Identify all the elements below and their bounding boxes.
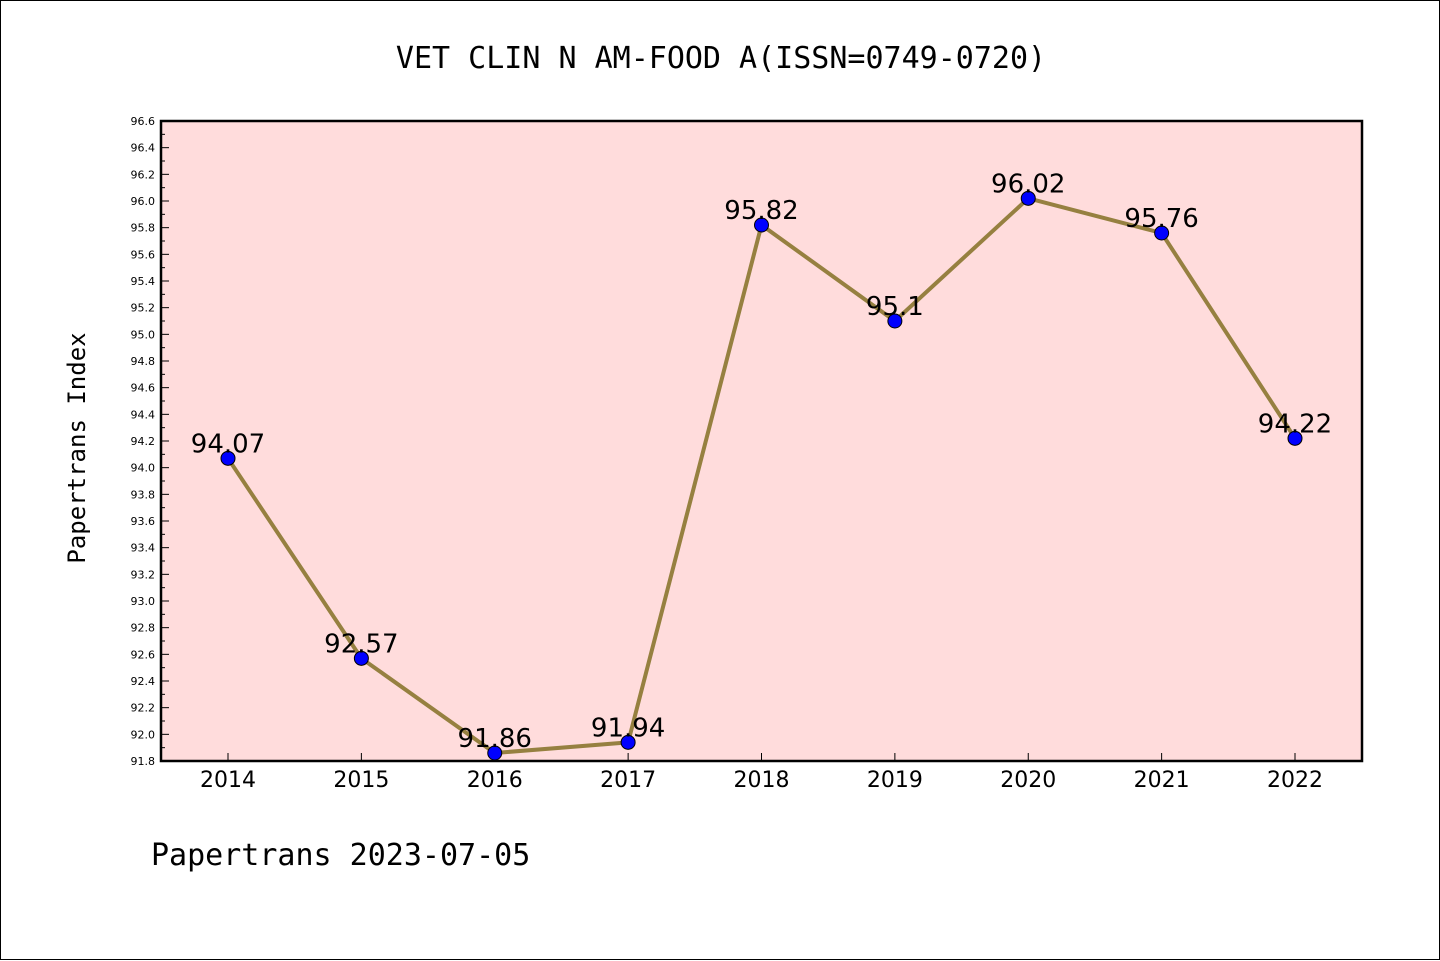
x-tick-label: 2020 xyxy=(1000,768,1056,793)
y-tick-label: 92.2 xyxy=(131,702,156,715)
y-tick-label: 95.0 xyxy=(131,328,156,341)
y-tick-label: 96.0 xyxy=(131,195,156,208)
x-tick-label: 2014 xyxy=(200,768,256,793)
y-tick-label: 92.0 xyxy=(131,728,156,741)
y-tick-label: 95.2 xyxy=(131,302,156,315)
data-label: 92.57 xyxy=(324,629,398,659)
y-tick-label: 92.4 xyxy=(131,675,156,688)
y-tick-label: 94.4 xyxy=(131,408,156,421)
x-tick-label: 2019 xyxy=(867,768,923,793)
y-tick-label: 96.4 xyxy=(131,142,156,155)
data-label: 91.94 xyxy=(591,713,665,743)
y-tick-label: 94.0 xyxy=(131,462,156,475)
data-label: 94.07 xyxy=(191,429,265,459)
x-tick-label: 2017 xyxy=(600,768,656,793)
y-tick-label: 93.8 xyxy=(131,488,156,501)
x-tick-label: 2021 xyxy=(1134,768,1190,793)
plot-border xyxy=(159,119,1364,763)
data-label: 96.02 xyxy=(991,169,1065,199)
chart-title: VET CLIN N AM-FOOD A(ISSN=0749-0720) xyxy=(396,41,1046,76)
data-label: 95.1 xyxy=(866,292,924,322)
data-point xyxy=(1020,190,1036,206)
y-tick-label: 91.8 xyxy=(131,755,156,768)
data-point xyxy=(1154,225,1170,241)
data-label: 94.22 xyxy=(1258,409,1332,439)
y-tick-label: 93.6 xyxy=(131,515,156,528)
x-tick-label: 2022 xyxy=(1267,768,1323,793)
data-point xyxy=(1287,430,1303,446)
y-axis: 91.8 92.0 92.2 92.4 92.6 92.8 93.0 93.2 93.4 93.6… xyxy=(131,115,169,768)
y-axis-label: Papertrans Index xyxy=(63,332,91,563)
data-point xyxy=(620,734,636,750)
x-tick-label: 2016 xyxy=(467,768,523,793)
data-point xyxy=(220,450,236,466)
series-group: 94.07 92.57 91.86 91.94 95.82 95.1 96.02 95.76 9… xyxy=(191,169,1332,761)
footer-text: Papertrans 2023-07-05 xyxy=(151,838,530,873)
y-tick-label: 92.8 xyxy=(131,622,156,635)
data-label: 95.82 xyxy=(724,196,798,226)
y-tick-label: 95.4 xyxy=(131,275,156,288)
y-tick-label: 94.8 xyxy=(131,355,156,368)
y-tick-label: 94.6 xyxy=(131,382,156,395)
y-tick-label: 96.6 xyxy=(131,115,156,128)
data-point xyxy=(887,313,903,329)
y-tick-label: 93.4 xyxy=(131,542,156,555)
y-tick-label: 92.6 xyxy=(131,648,156,661)
data-point xyxy=(754,217,769,233)
y-tick-label: 95.6 xyxy=(131,248,156,261)
y-tick-label: 93.2 xyxy=(131,568,156,581)
y-tick-label: 96.2 xyxy=(131,168,156,181)
data-point xyxy=(353,650,369,666)
x-tick-label: 2015 xyxy=(333,768,389,793)
y-tick-label: 93.0 xyxy=(131,595,156,608)
y-tick-label: 94.2 xyxy=(131,435,156,448)
data-label: 95.76 xyxy=(1124,204,1198,234)
data-label: 91.86 xyxy=(458,724,532,754)
x-tick-label: 2018 xyxy=(734,768,790,793)
y-tick-label: 95.8 xyxy=(131,222,156,235)
x-axis: 2014 2015 2016 2017 2018 2019 2020 2021 2022 xyxy=(200,753,1323,793)
